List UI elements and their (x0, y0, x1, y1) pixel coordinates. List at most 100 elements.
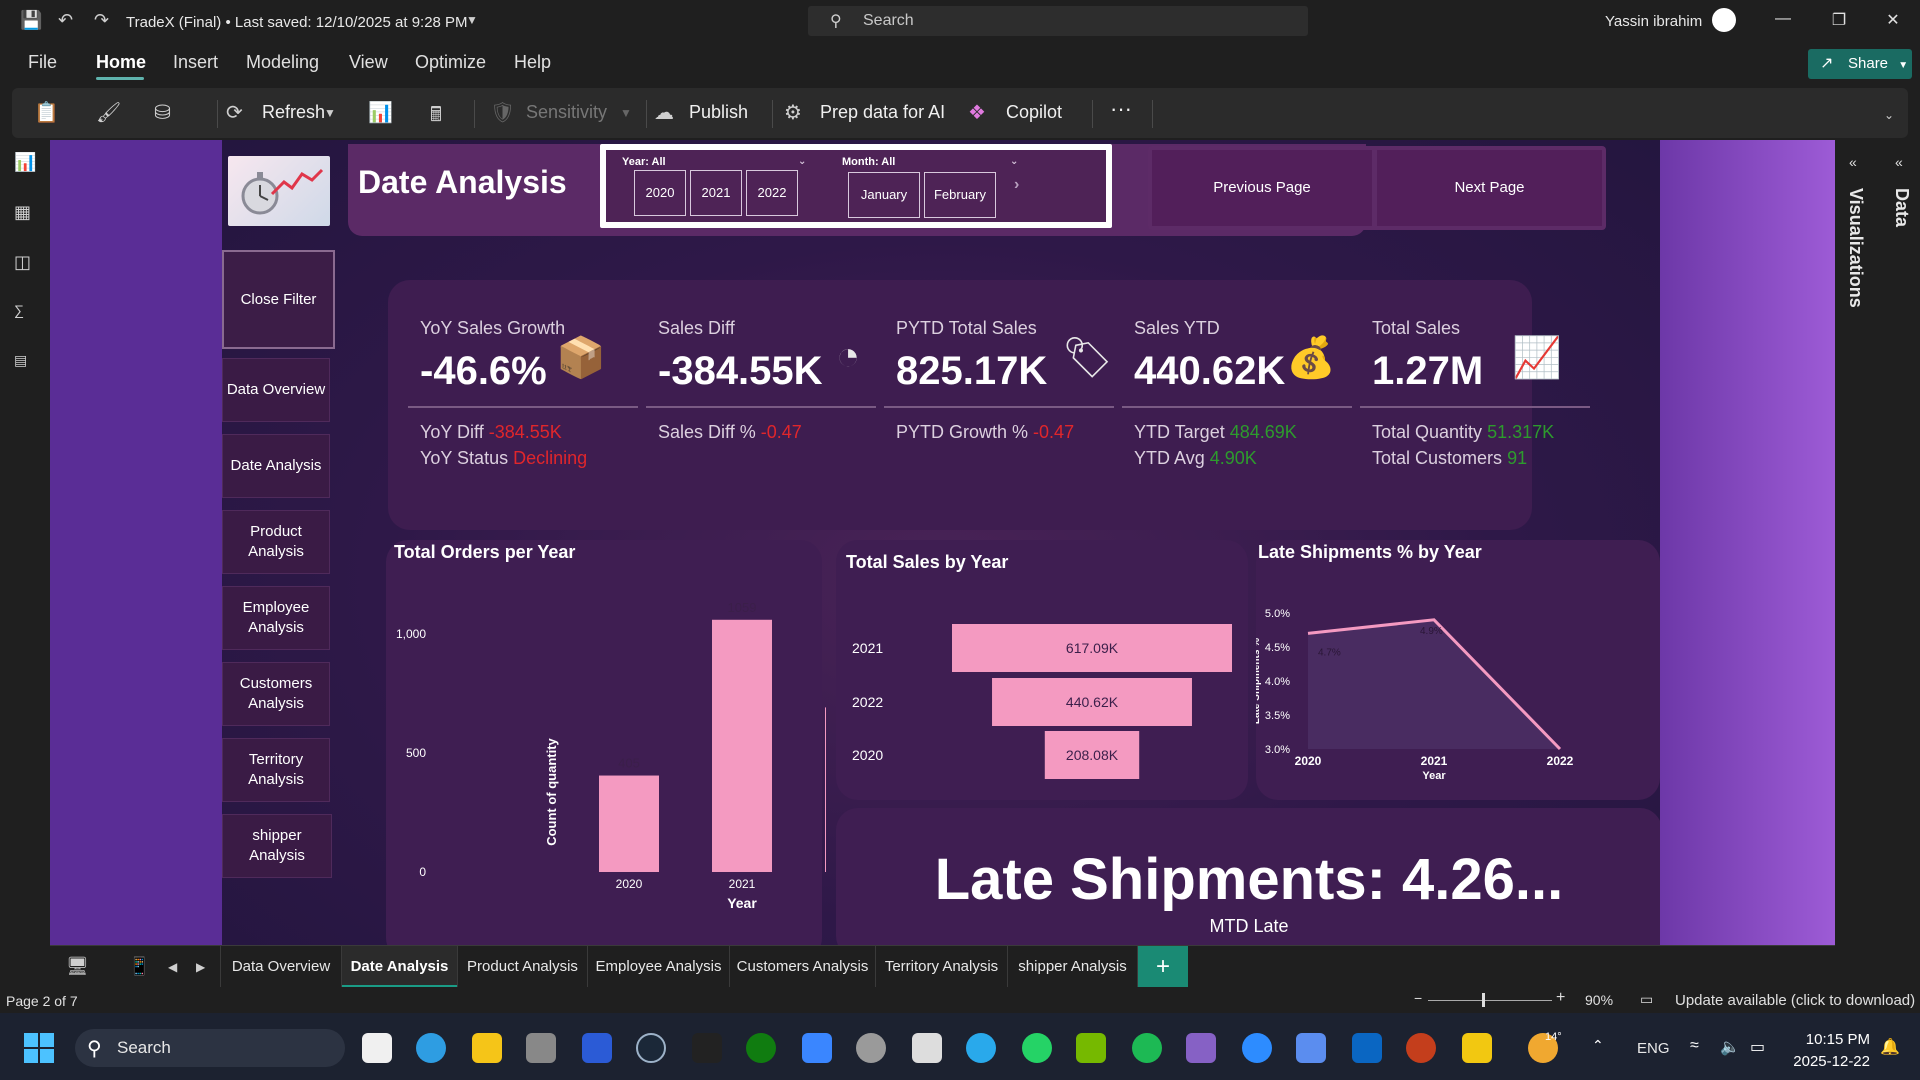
powerpoint-icon[interactable] (1406, 1033, 1436, 1063)
battery-icon[interactable]: ▭ (1750, 1039, 1766, 1056)
zoom-out-icon[interactable]: − (1414, 990, 1423, 1006)
linkedin-icon[interactable] (1352, 1033, 1382, 1063)
desktop-layout-icon[interactable]: 🖥 (66, 956, 89, 976)
weather-icon[interactable] (1528, 1033, 1558, 1063)
visualizations-pane-label[interactable]: Visualizations (1846, 188, 1866, 308)
window-title[interactable]: TradeX (Final) • Last saved: 12/10/2025 … (126, 14, 468, 31)
menu-modeling[interactable]: Modeling (246, 52, 320, 72)
new-visual-icon[interactable]: 📊 (368, 102, 393, 124)
menu-insert[interactable]: Insert (173, 52, 219, 72)
nvidia-icon[interactable] (1076, 1033, 1106, 1063)
steam-icon[interactable] (636, 1033, 666, 1063)
tab-product-analysis[interactable]: Product Analysis (458, 946, 588, 988)
tab-scroll-left-icon[interactable]: ◀ (168, 960, 178, 974)
zoom-icon[interactable] (1242, 1033, 1272, 1063)
tray-chevron-icon[interactable]: ⌃ (1592, 1037, 1604, 1053)
dax-query-icon[interactable]: ∑ (14, 302, 24, 318)
paste-icon[interactable]: 📋 (34, 102, 59, 124)
menu-help[interactable]: Help (514, 52, 552, 72)
spotify-icon[interactable] (1132, 1033, 1162, 1063)
copilot-icon[interactable]: ❖ (968, 102, 986, 124)
prep-data-button[interactable]: Prep data for AI (820, 102, 946, 122)
undo-icon[interactable]: ↶ (58, 10, 74, 30)
save-icon[interactable]: 💾 (20, 10, 43, 30)
whatsapp-icon[interactable] (1022, 1033, 1052, 1063)
format-painter-icon[interactable]: 🖌 (96, 102, 122, 124)
windows-start-icon[interactable] (24, 1033, 54, 1063)
volume-icon[interactable]: 🔈 (1720, 1039, 1740, 1056)
expand-visualizations-icon[interactable]: « (1849, 154, 1857, 170)
menu-view[interactable]: View (349, 52, 388, 72)
unity-icon[interactable] (526, 1033, 556, 1063)
nav-data-overview[interactable]: Data Overview (222, 358, 330, 422)
clock-date[interactable]: 2025-12-22 (1793, 1053, 1870, 1070)
search-box[interactable]: ⚲ Search (808, 6, 1308, 36)
slicer-year-2022[interactable]: 2022 (746, 170, 798, 216)
pycharm-icon[interactable] (912, 1033, 942, 1063)
clock-time[interactable]: 10:15 PM (1805, 1031, 1870, 1048)
tmdl-view-icon[interactable]: ▤ (14, 352, 28, 368)
nav-date-analysis[interactable]: Date Analysis (222, 434, 330, 498)
refresh-dropdown-icon[interactable]: ▼ (324, 106, 336, 120)
edge-icon[interactable] (416, 1033, 446, 1063)
notepad-icon[interactable] (802, 1033, 832, 1063)
app-icon[interactable] (582, 1033, 612, 1063)
month-slicer-chevron-icon[interactable]: ⌄ (1010, 156, 1019, 167)
slicer-scroll-right-icon[interactable]: › (1014, 176, 1020, 193)
user-name[interactable]: Yassin ibrahim (1605, 13, 1703, 30)
refresh-button[interactable]: Refresh (262, 102, 326, 122)
tab-scroll-right-icon[interactable]: ▶ (196, 960, 206, 974)
slicer-month-january[interactable]: January (848, 172, 920, 218)
title-dropdown-icon[interactable]: ▼ (466, 13, 478, 27)
model-view-icon[interactable]: ◫ (14, 252, 32, 272)
power-bi-icon[interactable] (1462, 1033, 1492, 1063)
minimize-icon[interactable]: — (1775, 10, 1791, 27)
restore-icon[interactable]: ❐ (1831, 12, 1847, 29)
telegram-icon[interactable] (966, 1033, 996, 1063)
publish-button[interactable]: Publish (689, 102, 749, 122)
redo-icon[interactable]: ↷ (94, 10, 110, 30)
app-icon[interactable] (856, 1033, 886, 1063)
tab-employee-analysis[interactable]: Employee Analysis (588, 946, 730, 988)
nav-shipper-analysis[interactable]: shipper Analysis (222, 814, 332, 878)
close-filter-button[interactable]: Close Filter (222, 250, 335, 349)
more-options-button[interactable]: ··· (1110, 96, 1132, 121)
slicer-month-february[interactable]: February (924, 172, 996, 218)
menu-optimize[interactable]: Optimize (415, 52, 487, 72)
tab-shipper-analysis[interactable]: shipper Analysis (1008, 946, 1138, 988)
refresh-icon[interactable]: ⟳ (226, 102, 243, 124)
wifi-icon[interactable]: ≈ (1690, 1037, 1699, 1054)
update-notice[interactable]: Update available (click to download) (1675, 992, 1916, 1009)
copilot-button[interactable]: Copilot (1006, 102, 1063, 122)
data-pane-label[interactable]: Data (1892, 188, 1912, 228)
collapse-ribbon-icon[interactable]: ⌄ (1884, 108, 1895, 122)
table-view-icon[interactable]: ▦ (14, 202, 32, 222)
nav-territory-analysis[interactable]: Territory Analysis (222, 738, 330, 802)
visual-studio-icon[interactable] (1186, 1033, 1216, 1063)
publish-icon[interactable]: ☁ (654, 102, 674, 124)
nav-product-analysis[interactable]: Product Analysis (222, 510, 330, 574)
expand-data-icon[interactable]: « (1895, 154, 1903, 170)
report-view-icon[interactable]: 📊 (14, 152, 37, 172)
mobile-layout-icon[interactable]: 📱 (128, 956, 151, 976)
tab-customers-analysis[interactable]: Customers Analysis (730, 946, 876, 988)
tab-date-analysis[interactable]: Date Analysis (342, 946, 458, 988)
fit-page-icon[interactable]: ▭ (1640, 991, 1654, 1007)
tab-data-overview[interactable]: Data Overview (220, 946, 342, 988)
close-icon[interactable]: ✕ (1886, 12, 1900, 29)
zoom-level[interactable]: 90% (1585, 992, 1614, 1008)
year-slicer-chevron-icon[interactable]: ⌄ (798, 156, 807, 167)
next-page-button[interactable]: Next Page (1377, 150, 1602, 226)
language-indicator[interactable]: ENG (1637, 1040, 1670, 1057)
xbox-icon[interactable] (746, 1033, 776, 1063)
menu-file[interactable]: File (28, 52, 58, 72)
slicer-year-2021[interactable]: 2021 (690, 170, 742, 216)
prep-data-icon[interactable]: ⚙ (784, 102, 802, 124)
vpn-icon[interactable] (1296, 1033, 1326, 1063)
notification-icon[interactable]: 🔔 (1880, 1039, 1900, 1056)
zoom-in-icon[interactable]: + (1556, 989, 1566, 1006)
taskbar-search[interactable]: ⚲ Search (75, 1029, 345, 1067)
previous-page-button[interactable]: Previous Page (1152, 150, 1372, 226)
store-icon[interactable] (362, 1033, 392, 1063)
zoom-slider[interactable] (1428, 1000, 1552, 1001)
